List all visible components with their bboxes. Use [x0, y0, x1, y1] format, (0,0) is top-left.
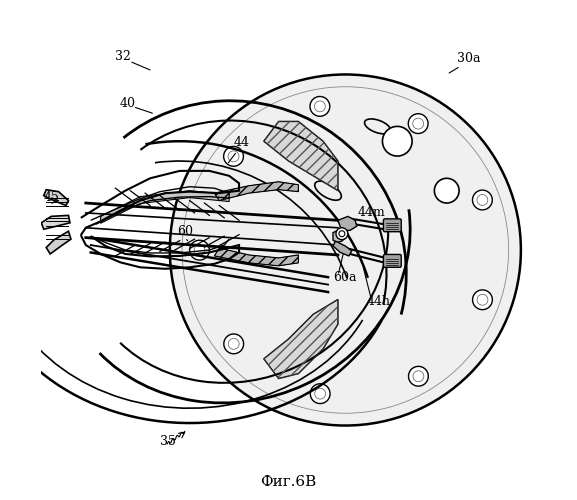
Polygon shape [264, 122, 338, 190]
Polygon shape [333, 241, 352, 256]
Circle shape [170, 74, 521, 426]
Polygon shape [42, 216, 70, 229]
Text: Фиг.6B: Фиг.6B [260, 476, 317, 490]
Circle shape [190, 240, 209, 260]
Circle shape [310, 96, 330, 116]
FancyBboxPatch shape [384, 254, 401, 268]
Circle shape [336, 228, 348, 239]
Polygon shape [264, 300, 338, 378]
Circle shape [224, 334, 243, 354]
Polygon shape [46, 231, 71, 254]
Text: 45: 45 [44, 190, 59, 203]
Circle shape [473, 290, 492, 310]
Text: 35: 35 [160, 436, 176, 448]
Text: 40: 40 [119, 96, 136, 110]
Polygon shape [214, 182, 298, 201]
Text: 32: 32 [115, 50, 132, 62]
Text: 60: 60 [177, 225, 193, 238]
Polygon shape [338, 216, 357, 231]
Circle shape [224, 146, 243, 166]
Circle shape [310, 384, 330, 404]
Circle shape [383, 126, 412, 156]
Text: 30a: 30a [456, 52, 480, 65]
Text: 44m: 44m [358, 206, 385, 220]
Polygon shape [333, 226, 347, 242]
Circle shape [409, 366, 428, 386]
Polygon shape [214, 248, 298, 266]
Circle shape [434, 178, 459, 203]
Text: 44: 44 [234, 136, 250, 149]
Text: 60a: 60a [333, 270, 357, 283]
Circle shape [473, 190, 492, 210]
Polygon shape [100, 190, 229, 224]
Circle shape [409, 114, 428, 134]
Polygon shape [44, 190, 69, 206]
Text: 44h: 44h [366, 296, 391, 308]
FancyBboxPatch shape [384, 219, 401, 232]
